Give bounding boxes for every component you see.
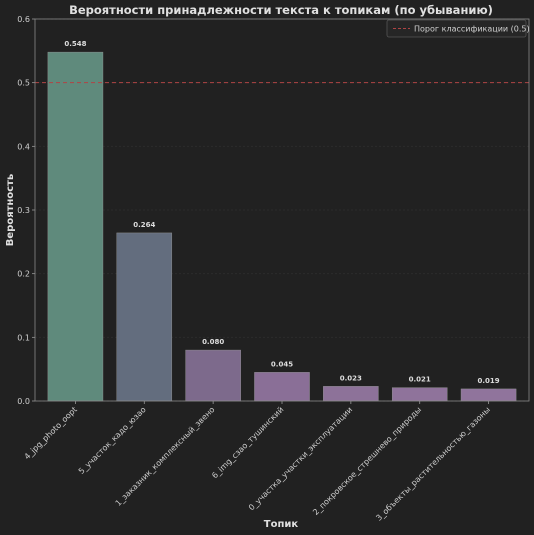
x-tick-label: 6_img_сзао_тушинский bbox=[210, 405, 285, 480]
x-tick-label: 5_участок_кадо_юзао bbox=[77, 405, 148, 476]
bar-value-label: 0.264 bbox=[133, 221, 155, 229]
bar bbox=[391, 387, 448, 402]
bar-value-label: 0.021 bbox=[409, 376, 431, 384]
legend: Порог классификации (0.5) bbox=[386, 19, 530, 38]
bar bbox=[460, 388, 517, 402]
bar bbox=[185, 349, 241, 402]
y-axis-label: Вероятность bbox=[5, 174, 16, 246]
y-tick-label: 0.4 bbox=[17, 142, 30, 151]
x-tick-label: 2_покровское_стрешнево_природы bbox=[311, 405, 423, 517]
x-axis-label: Топик bbox=[264, 519, 299, 530]
y-tick-label: 0.5 bbox=[17, 79, 30, 88]
plot-frame bbox=[34, 18, 530, 402]
legend-box bbox=[386, 19, 527, 38]
plot-area: 0.0 0.1 0.2 0.3 0.4 0.5 0.6 0.548 4_jpg_photo_oo… bbox=[17, 15, 530, 523]
bar bbox=[323, 386, 379, 402]
bar bbox=[116, 232, 173, 402]
x-tick-label: 3_объекты_растительностью_газоны bbox=[374, 405, 492, 523]
bar-value-label: 0.080 bbox=[202, 338, 224, 346]
chart-title: Вероятности принадлежности текста к топи… bbox=[69, 3, 493, 17]
bar-value-label: 0.548 bbox=[64, 40, 86, 48]
y-tick-label: 0.0 bbox=[17, 397, 30, 406]
bar bbox=[47, 51, 104, 402]
bar-value-label: 0.045 bbox=[271, 360, 293, 368]
y-tick-label: 0.6 bbox=[17, 15, 30, 24]
legend-threshold-label: Порог классификации (0.5) bbox=[414, 25, 530, 34]
y-tick-label: 0.2 bbox=[17, 270, 30, 279]
y-tick-label: 0.3 bbox=[17, 206, 30, 215]
bar-value-label: 0.023 bbox=[340, 374, 362, 382]
y-tick-label: 0.1 bbox=[17, 333, 30, 342]
x-tick-label: 4_jpg_photo_oopt bbox=[23, 405, 79, 461]
bar bbox=[254, 372, 310, 402]
bar-value-label: 0.019 bbox=[477, 377, 499, 385]
